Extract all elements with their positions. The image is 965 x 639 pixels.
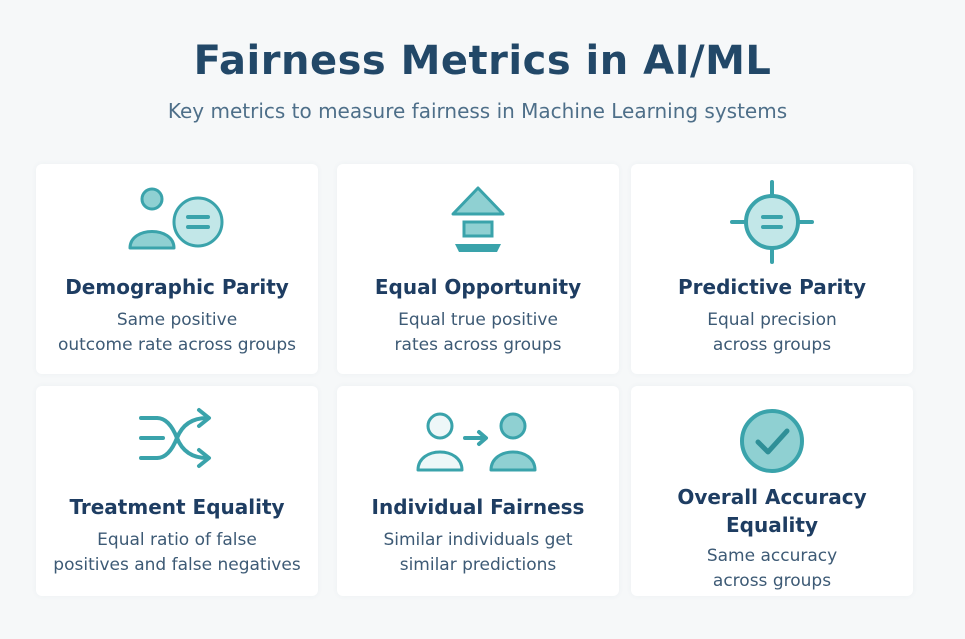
card-desc-line2: positives and false negatives xyxy=(53,555,301,575)
card-title: Predictive Parity xyxy=(677,275,867,299)
person-equals-icon xyxy=(36,184,318,264)
card-individual-fairness: Individual Fairness Similar individuals … xyxy=(337,386,619,596)
card-title-line2: Equality xyxy=(725,513,819,537)
page-subtitle: Key metrics to measure fairness in Machi… xyxy=(167,99,788,123)
up-arrow-icon xyxy=(337,184,619,264)
page-title: Fairness Metrics in AI/ML xyxy=(193,38,772,84)
card-demographic-parity: Demographic Parity Same positive outcome… xyxy=(36,164,318,374)
card-desc-line1: Equal ratio of false xyxy=(97,530,257,550)
card-equal-opportunity: Equal Opportunity Equal true positive ra… xyxy=(337,164,619,374)
card-desc-line2: outcome rate across groups xyxy=(57,335,297,355)
card-desc-line2: across groups xyxy=(712,335,832,355)
card-desc-line2: across groups xyxy=(712,571,832,591)
card-desc-line1: Same accuracy xyxy=(706,546,838,566)
crosshair-equals-icon xyxy=(631,180,913,264)
card-desc-line2: similar predictions xyxy=(399,555,557,575)
card-title: Equal Opportunity xyxy=(374,275,582,299)
card-desc-line1: Equal true positive xyxy=(398,310,558,330)
check-circle-icon xyxy=(631,406,913,486)
card-overall-accuracy-equality: Overall Accuracy Equality Same accuracy … xyxy=(631,386,913,596)
card-treatment-equality: Treatment Equality Equal ratio of false … xyxy=(36,386,318,596)
shuffle-arrows-icon xyxy=(36,406,318,486)
card-title: Demographic Parity xyxy=(65,275,289,299)
person-to-person-icon xyxy=(337,408,619,488)
card-desc-line1: Similar individuals get xyxy=(383,530,573,550)
card-title: Treatment Equality xyxy=(69,495,285,519)
card-title: Individual Fairness xyxy=(371,495,585,519)
card-desc-line2: rates across groups xyxy=(394,335,562,355)
card-title-line1: Overall Accuracy xyxy=(677,485,867,509)
card-predictive-parity: Predictive Parity Equal precision across… xyxy=(631,164,913,374)
card-desc-line1: Same positive xyxy=(116,310,238,330)
card-desc-line1: Equal precision xyxy=(707,310,837,330)
